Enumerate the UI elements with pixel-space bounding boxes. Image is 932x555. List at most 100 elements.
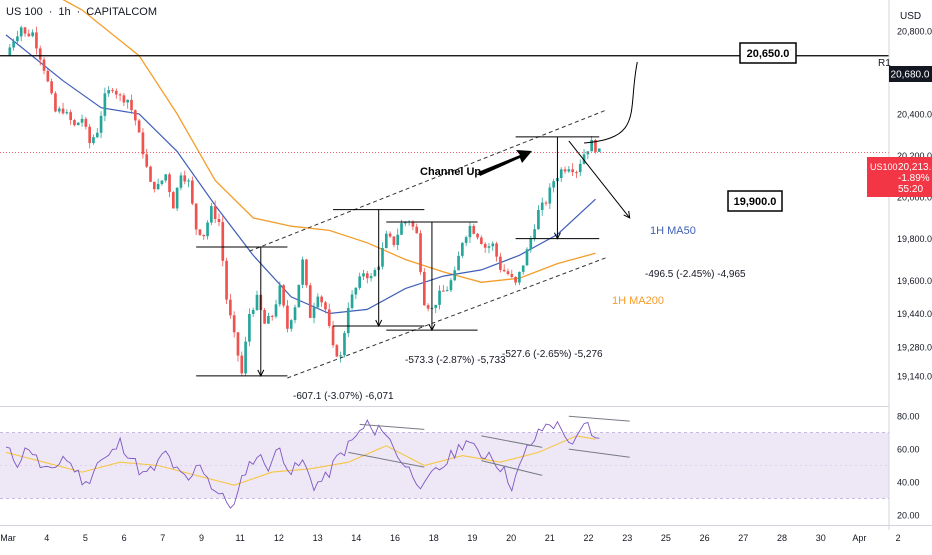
candle-body: [130, 99, 133, 111]
time-tick-label: 25: [661, 533, 671, 543]
channel-upper-line: [249, 109, 608, 252]
price-tick-label: 20,400.0: [897, 109, 932, 119]
candle-body: [586, 151, 590, 155]
rsi-trendline: [359, 423, 425, 430]
candle-body: [396, 234, 400, 245]
candle-body: [495, 243, 498, 257]
candle-body: [8, 47, 12, 56]
rsi-line: [5, 419, 600, 509]
rsi-trendline: [481, 435, 543, 448]
candle-body: [175, 187, 179, 209]
time-tick-label: 6: [122, 533, 127, 543]
candle-body: [419, 233, 422, 272]
candle-body: [514, 276, 517, 283]
candle-body: [114, 90, 118, 95]
time-tick-label: 16: [390, 533, 400, 543]
candle-body: [118, 94, 122, 96]
candle-body: [202, 234, 206, 237]
candle-body: [476, 233, 479, 238]
rsi-trendline: [568, 415, 630, 422]
candle-body: [502, 269, 506, 272]
candle-body: [92, 137, 95, 144]
rsi-tick-label: 80.00: [897, 412, 920, 422]
candle-body: [267, 315, 270, 324]
candle-body: [373, 269, 377, 277]
rsi-trendline: [481, 460, 543, 476]
candle-body: [286, 305, 289, 329]
candle-body: [445, 290, 449, 292]
price-badge: US100 20,213.6 -1.89% 55:20: [867, 157, 932, 197]
candle-body: [12, 41, 15, 48]
r1-label-group: R1: [878, 58, 891, 69]
candle-body: [198, 229, 202, 235]
candle-body: [282, 285, 285, 306]
channel-lower-line: [287, 256, 608, 379]
measure-2: -573.3 (-2.87%) -5,733: [405, 355, 506, 366]
target-down-box: 19,900.0: [727, 190, 783, 212]
measure-3: -527.6 (-2.65%) -5,276: [502, 349, 603, 360]
price-tick-label: 19,280.0: [897, 342, 932, 352]
price-tick-label: 20,200.0: [897, 151, 932, 161]
candle-body: [499, 256, 502, 270]
candle-body: [84, 118, 88, 127]
candle-body: [335, 345, 339, 357]
candle-body: [312, 307, 316, 318]
candle-body: [320, 296, 323, 303]
candle-body: [240, 355, 244, 374]
price-tick-label: 20,800.0: [897, 26, 932, 36]
candle-body: [270, 315, 274, 317]
candle-body: [171, 192, 175, 209]
candle-body: [217, 218, 221, 223]
candle-body: [244, 341, 247, 374]
r1-price-tag: 20,680.0: [889, 66, 932, 82]
header-sep-1: ·: [48, 6, 53, 18]
candle-body: [567, 169, 571, 172]
time-tick-label: 21: [545, 533, 555, 543]
candle-body: [73, 120, 76, 126]
candle-body: [537, 209, 540, 230]
candle-body: [571, 169, 574, 173]
candle-body: [411, 221, 415, 227]
measure-arrowhead: [375, 319, 383, 328]
candle-body: [164, 174, 168, 181]
candle-body: [533, 229, 536, 239]
currency-label: USD: [900, 11, 921, 22]
time-tick-label: Apr: [852, 533, 866, 543]
rsi-band: [0, 432, 889, 499]
candle-body: [548, 187, 552, 204]
timeframe: 1h: [58, 6, 71, 18]
candle-body: [42, 59, 46, 71]
candle-body: [27, 33, 31, 37]
candle-body: [274, 304, 278, 317]
price-badge-countdown: 55:20: [898, 184, 923, 195]
candle-body: [31, 32, 34, 37]
candle-body: [491, 243, 495, 247]
candle-body: [65, 112, 69, 114]
price-tick-label: 19,440.0: [897, 309, 932, 319]
candle-body: [251, 309, 255, 314]
candle-body: [457, 255, 460, 271]
candle-body: [461, 242, 464, 256]
candle-body: [305, 259, 308, 286]
candle-body: [210, 206, 213, 223]
rsi-tick-label: 40.00: [897, 477, 920, 487]
target-up-label: 20,650.0: [747, 48, 790, 60]
candle-body: [381, 248, 384, 267]
candle-body: [76, 122, 80, 126]
projection-down-arrowhead: [623, 210, 631, 219]
candle-body: [350, 294, 354, 309]
candle-body: [540, 202, 544, 210]
time-tick-label: 9: [199, 533, 204, 543]
candle-body: [316, 296, 320, 308]
r1-label: R1: [878, 58, 891, 69]
candle-body: [103, 93, 107, 116]
candle-body: [168, 174, 171, 193]
candle-body: [354, 287, 358, 295]
candle-body: [293, 307, 297, 321]
price-badge-price: 20,213.6: [898, 162, 932, 173]
candle-body: [88, 126, 91, 144]
candle-body: [194, 203, 198, 230]
candle-body: [225, 260, 228, 300]
time-tick-label: 2: [896, 533, 901, 543]
